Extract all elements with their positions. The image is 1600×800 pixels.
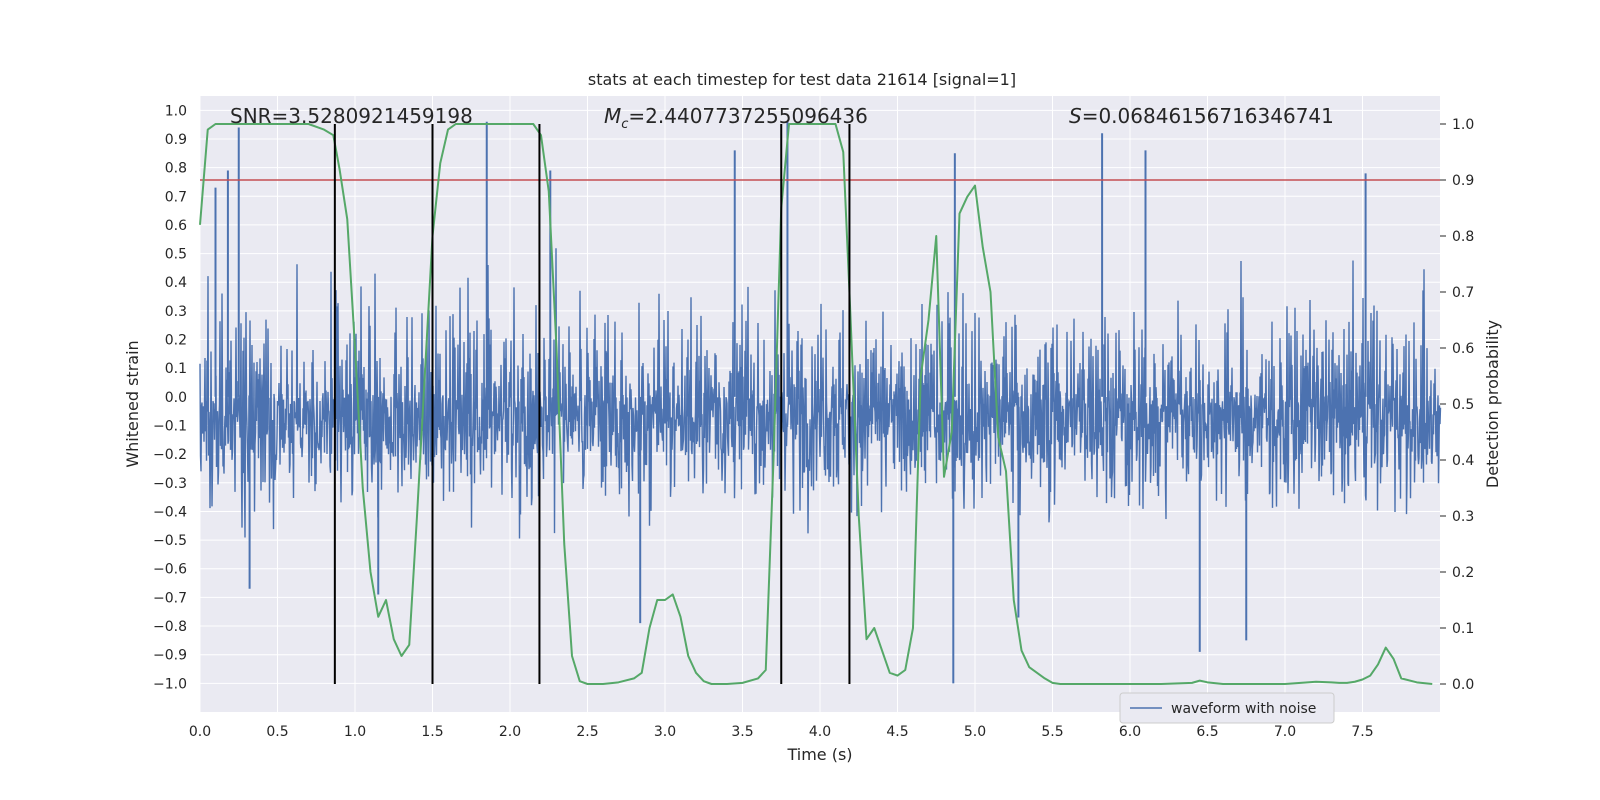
y-tick-label-20: −1.0 [153,676,187,692]
x-tick-label-7: 3.5 [731,724,753,740]
y2-tick-label-4: 0.6 [1452,341,1474,357]
s-value: =0.06846156716346741 [1082,104,1334,128]
y-tick-label-18: −0.8 [153,619,187,635]
y-tick-label-8: 0.2 [165,333,187,349]
y2-tick-label-2: 0.8 [1452,229,1474,245]
y-tick-label-1: 0.9 [165,132,187,148]
x-tick-label-4: 2.0 [499,724,521,740]
waveform-noise-trace [199,248,1442,539]
x-tick-label-13: 6.5 [1196,724,1218,740]
x-tick-label-3: 1.5 [421,724,443,740]
x-tick-label-14: 7.0 [1274,724,1296,740]
y2-axis-label: Detection probability [1483,320,1502,488]
waveform-with-noise-series [199,121,1442,684]
x-tick-label-5: 2.5 [576,724,598,740]
y2-tick-label-8: 0.2 [1452,565,1474,581]
y2-tick-label-1: 0.9 [1452,173,1474,189]
y-tick-label-16: −0.6 [153,562,187,578]
y-axis-left: 1.0 0.9 0.8 0.7 0.6 0.5 0.4 0.3 0.2 0.1 0.0 −0.1 −0.… [153,103,187,692]
y-tick-label-4: 0.6 [165,218,187,234]
y-axis-right: 1.0 0.9 0.8 0.7 0.6 0.5 0.4 0.3 0.2 0.1 0.0 [1440,117,1474,693]
annotations: SNR=3.5280921459198 Mc=2.440773725509643… [230,104,1334,132]
y2-tick-label-6: 0.4 [1452,453,1474,469]
y-tick-label-19: −0.9 [153,648,187,664]
y-tick-label-3: 0.7 [165,189,187,205]
y2-tick-label-9: 0.1 [1452,621,1474,637]
y-tick-label-14: −0.4 [153,504,187,520]
mc-symbol: M [604,104,621,128]
y-axis-label: Whitened strain [123,340,142,467]
x-tick-label-9: 4.5 [886,724,908,740]
mc-subscript: c [621,117,628,132]
chart-title: stats at each timestep for test data 216… [588,70,1016,89]
y2-tick-label-0: 1.0 [1452,117,1474,133]
x-axis: 0.0 0.5 1.0 1.5 2.0 2.5 3.0 3.5 4.0 4.5 5.0 5.5 6.0 6… [189,724,1374,740]
y2-tick-label-3: 0.7 [1452,285,1474,301]
x-tick-label-8: 4.0 [809,724,831,740]
y-tick-label-15: −0.5 [153,533,187,549]
s-annotation: S=0.06846156716346741 [1069,104,1334,128]
y-tick-label-10: 0.0 [165,390,187,406]
mc-value: =2.4407737255096436 [628,104,867,128]
y-tick-label-13: −0.3 [153,476,187,492]
y-tick-label-2: 0.8 [165,161,187,177]
legend-label-waveform: waveform with noise [1171,701,1316,717]
x-tick-label-10: 5.0 [964,724,986,740]
legend: waveform with noise [1119,692,1335,724]
y-tick-label-11: −0.1 [153,418,187,434]
snr-annotation: SNR=3.5280921459198 [230,104,473,128]
x-tick-label-6: 3.0 [654,724,676,740]
y-tick-label-0: 1.0 [165,103,187,119]
legend-box [1119,692,1335,724]
y2-tick-label-7: 0.3 [1452,509,1474,525]
x-tick-label-15: 7.5 [1351,724,1373,740]
y-tick-label-7: 0.3 [165,304,187,320]
s-symbol: S [1069,104,1082,128]
y2-tick-label-5: 0.5 [1452,397,1474,413]
y-tick-label-12: −0.2 [153,447,187,463]
x-tick-label-0: 0.0 [189,724,211,740]
y-tick-label-17: −0.7 [153,590,187,606]
y2-tick-label-10: 0.0 [1452,677,1474,693]
y-tick-label-6: 0.4 [165,275,187,291]
x-tick-label-1: 0.5 [266,724,288,740]
x-tick-label-11: 5.5 [1041,724,1063,740]
chirp-mass-annotation: Mc=2.4407737255096436 [604,104,868,132]
vertical-markers [333,124,851,684]
x-tick-label-2: 1.0 [344,724,366,740]
y-tick-label-9: 0.1 [165,361,187,377]
y-tick-label-5: 0.5 [165,247,187,263]
x-axis-label: Time (s) [786,745,852,764]
x-tick-label-12: 6.0 [1119,724,1141,740]
